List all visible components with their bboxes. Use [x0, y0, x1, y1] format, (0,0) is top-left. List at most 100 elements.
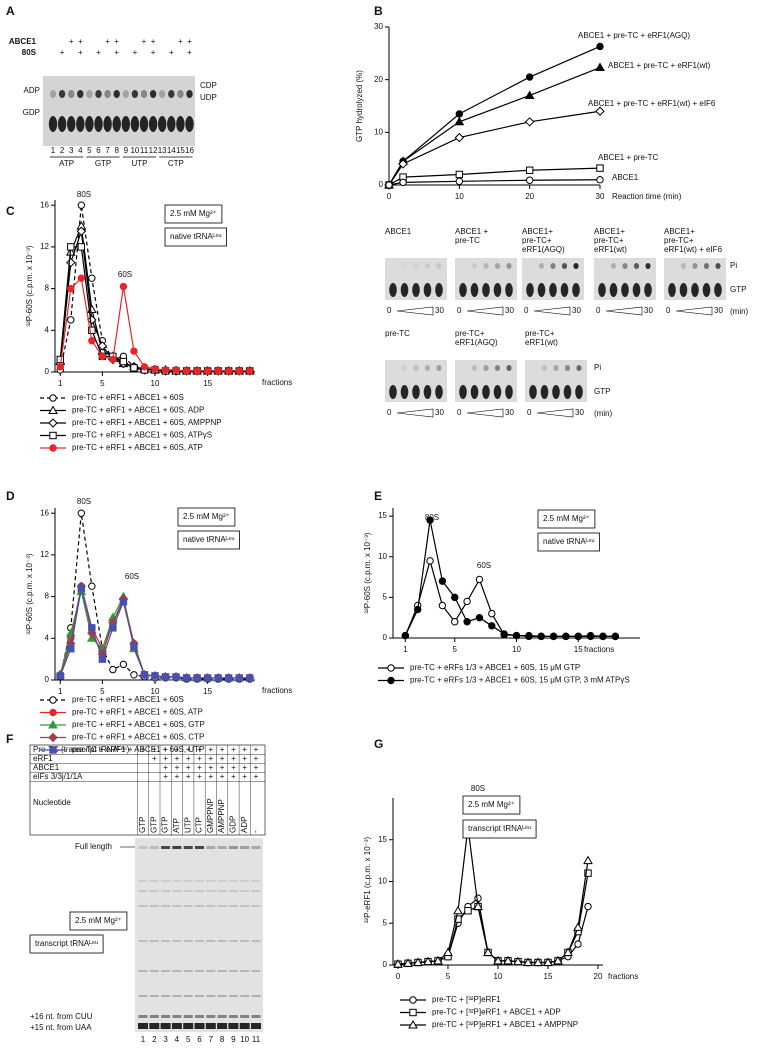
gel-spot [633, 263, 640, 269]
gel-spot [112, 116, 121, 132]
panel-letter: D [6, 489, 15, 503]
plus-mark: + [163, 772, 168, 781]
gel-spot [573, 263, 579, 269]
condition-box-text: 2.5 mM Mg²⁺ [183, 512, 230, 521]
time-unit: (min) [594, 409, 613, 418]
peak-label: 60S [118, 270, 132, 279]
gel-title: eRF1(AGQ) [455, 338, 498, 347]
series-line [397, 827, 589, 965]
gel-band [183, 1015, 193, 1018]
gel-spot [572, 283, 580, 297]
data-point [596, 164, 604, 172]
data-point [523, 957, 533, 966]
data-point [543, 957, 553, 966]
gel-band [138, 1023, 148, 1029]
gel-band [161, 970, 171, 972]
y-tick-label: 10 [374, 127, 383, 136]
series-label: ABCE1 + pre-TC + eRF1(wt) [608, 61, 711, 70]
series-line [59, 591, 250, 679]
gel-band [138, 995, 148, 997]
row-label: ABCE1 [33, 763, 60, 772]
plus-mark: + [242, 772, 247, 781]
data-point [524, 117, 535, 127]
plus-mark: + [254, 772, 259, 781]
plus-mark: + [220, 772, 225, 781]
gel-spot [413, 263, 419, 269]
plus-mark: + [220, 754, 225, 763]
gel-band [161, 940, 171, 942]
data-point [399, 178, 407, 187]
data-point [596, 176, 604, 184]
plus-mark: + [114, 37, 119, 46]
gel-spot [77, 90, 84, 98]
gel-band [206, 995, 216, 997]
gel-spot [703, 263, 710, 269]
gel-title: pre-TC [455, 236, 480, 245]
legend-label: pre-TC + eRF1 + ABCE1 + 60S, ATPγS [72, 431, 212, 440]
series-line [388, 110, 601, 186]
series-line [397, 897, 589, 965]
time-label: 0 [527, 408, 532, 417]
gel-band [206, 970, 216, 972]
data-point [455, 110, 464, 118]
gel-band [183, 905, 193, 907]
gel-spot [482, 283, 490, 297]
gel-spot [185, 116, 194, 132]
plus-mark: + [105, 37, 110, 46]
plus-mark: + [178, 37, 183, 46]
lane-number: 1 [51, 146, 56, 155]
plus-mark: + [254, 745, 259, 754]
plus-mark: + [187, 37, 192, 46]
series-label: ABCE1 [612, 173, 639, 182]
gel-spot [140, 90, 148, 98]
gel-band [149, 880, 159, 882]
gel-band [138, 880, 148, 882]
gel-band [228, 880, 238, 882]
legend-marker [49, 444, 57, 452]
gel-spot [94, 116, 103, 132]
time-label: 30 [505, 306, 514, 315]
gel-band [149, 940, 159, 942]
gel-band [194, 1023, 205, 1029]
gel-spot [702, 283, 711, 297]
gel-band [228, 1015, 238, 1018]
lane-number: 3 [163, 1035, 168, 1044]
gel-band [240, 940, 250, 942]
condition-box [29, 934, 104, 954]
data-point [433, 955, 443, 965]
gel-band [161, 995, 171, 997]
plus-mark: + [208, 772, 213, 781]
data-point [66, 257, 76, 268]
plus-mark: + [254, 763, 259, 772]
gel-band [172, 890, 182, 892]
data-point [203, 367, 212, 375]
x-axis-label: fractions [262, 378, 292, 387]
series-line [59, 246, 250, 372]
gel-spot [76, 116, 85, 132]
gel-band [183, 1023, 194, 1029]
data-point [553, 955, 563, 965]
plus-mark: + [186, 754, 191, 763]
gel-band [206, 880, 216, 882]
y-tick-label: 0 [383, 633, 388, 642]
data-point [513, 956, 523, 966]
data-point [398, 159, 408, 169]
plus-mark: + [197, 745, 202, 754]
spot-label: GTP [594, 387, 610, 396]
gel-band [195, 1015, 204, 1018]
condition-box-text: 2.5 mM Mg²⁺ [75, 916, 122, 925]
series-label: ABCE1 + pre-TC + eRF1(AGQ) [578, 31, 690, 40]
row-label: eIFs 3/3j/1/1A [33, 772, 83, 781]
gel-spot [561, 263, 568, 269]
lane-number: 11 [252, 1035, 261, 1044]
gel-spot [389, 385, 397, 399]
peak-label: 60S [477, 561, 491, 570]
lane-number: 11 [140, 146, 149, 155]
plus-mark: + [169, 48, 174, 57]
gel-band [149, 1015, 159, 1018]
x-axis-label: fractions [584, 645, 614, 654]
gel-band [228, 846, 238, 849]
x-axis-label: fractions [608, 972, 638, 981]
nucleotide: - [251, 830, 260, 833]
gel-band [240, 890, 250, 892]
